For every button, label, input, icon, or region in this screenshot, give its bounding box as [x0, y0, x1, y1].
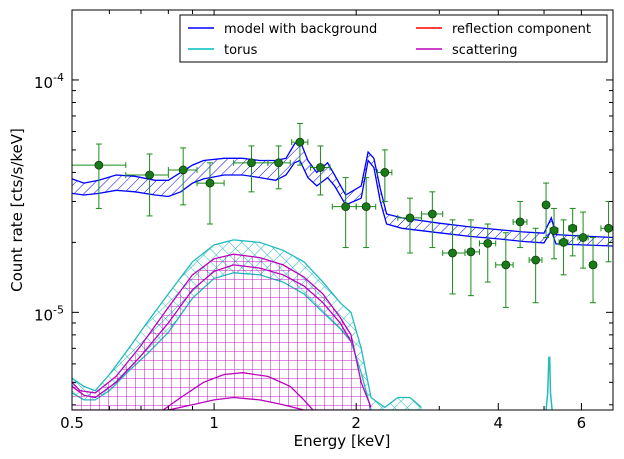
model-band [72, 139, 613, 247]
legend-label-scattering: scattering [452, 43, 518, 58]
data-point [233, 145, 269, 193]
torus-band-upper-line [72, 239, 422, 409]
data-marker [568, 223, 578, 233]
legend-box [179, 14, 608, 63]
legend: model with background reflection compone… [179, 14, 608, 63]
data-marker [178, 165, 188, 175]
data-marker [380, 168, 390, 177]
data-marker [531, 255, 541, 265]
data-marker [145, 170, 154, 180]
data-point [528, 227, 543, 304]
data-point [331, 177, 357, 249]
y-tick-exponent: -5 [53, 303, 64, 316]
data-marker [541, 200, 551, 210]
y-tick-label: 10-5 [34, 303, 64, 324]
x-tick-label: 0.5 [60, 414, 84, 432]
scattering-band-upper-line [72, 253, 372, 408]
data-point [600, 200, 613, 263]
data-point [541, 182, 551, 238]
data-marker [549, 226, 559, 235]
data-point [549, 207, 559, 260]
data-point [568, 207, 578, 257]
data-point [72, 143, 127, 209]
x-tick-label: 1 [209, 414, 219, 432]
model-band-fill [72, 140, 613, 246]
y-tick-base: 10 [34, 74, 53, 92]
scattering-band-fill [72, 254, 371, 410]
data-marker [578, 233, 588, 242]
model-band-lower-line [72, 159, 613, 247]
data-marker [501, 260, 511, 270]
scattering-low-line [162, 372, 314, 410]
data-point [588, 236, 598, 304]
scattering-band [72, 253, 372, 410]
data-point [420, 191, 444, 249]
model-band-upper-line [72, 139, 613, 239]
x-tick-label: 4 [494, 414, 504, 432]
legend-label-reflection: reflection component [452, 22, 591, 37]
data-point [464, 219, 481, 297]
data-point [397, 197, 422, 254]
x-axis-label: Energy [keV] [294, 432, 391, 450]
data-point [479, 223, 497, 283]
x-tick-label: 2 [351, 414, 361, 432]
data-point [267, 145, 291, 190]
scattering-mid-line [72, 264, 352, 399]
y-tick-exponent: -4 [53, 71, 64, 84]
data-marker [274, 158, 284, 168]
data-point [355, 177, 377, 249]
data-marker [361, 202, 371, 212]
data-point [309, 145, 331, 196]
data-marker [427, 209, 437, 219]
scattering-band-lower-line [72, 396, 371, 410]
data-point [558, 219, 569, 276]
data-point [512, 200, 528, 249]
data-point [291, 122, 309, 166]
legend-label-torus: torus [224, 43, 258, 58]
data-point [442, 219, 466, 295]
data-point [377, 149, 393, 202]
x-tick-label: 6 [577, 414, 587, 432]
data-marker [341, 202, 351, 212]
legend-label-model: model with background [224, 22, 377, 37]
data-point [577, 211, 589, 269]
y-tick-labels: 10-5 10-4 [34, 71, 64, 324]
data-marker [588, 260, 598, 270]
data-marker [483, 239, 493, 248]
data-point [196, 162, 225, 225]
data-marker [448, 248, 457, 258]
data-marker [205, 178, 215, 188]
x-tick-labels: 0.5 1 2 4 6 [60, 414, 586, 432]
data-marker [405, 213, 415, 223]
data-points [72, 122, 613, 308]
data-marker [604, 223, 613, 233]
torus-line-feature [545, 356, 553, 410]
data-marker [94, 160, 104, 170]
data-point [167, 147, 198, 206]
torus-band-fill [72, 239, 422, 410]
data-point [495, 232, 514, 308]
y-axis-label: Count rate [cts/s/keV] [8, 128, 26, 292]
data-marker [295, 137, 305, 147]
plot-frame [71, 9, 614, 411]
data-marker [466, 247, 476, 257]
data-marker [559, 237, 568, 247]
data-marker [515, 217, 525, 227]
data-marker [316, 163, 325, 172]
data-marker [247, 158, 256, 168]
data-point [125, 153, 169, 217]
y-tick-label: 10-4 [34, 71, 64, 92]
y-tick-base: 10 [34, 306, 53, 324]
